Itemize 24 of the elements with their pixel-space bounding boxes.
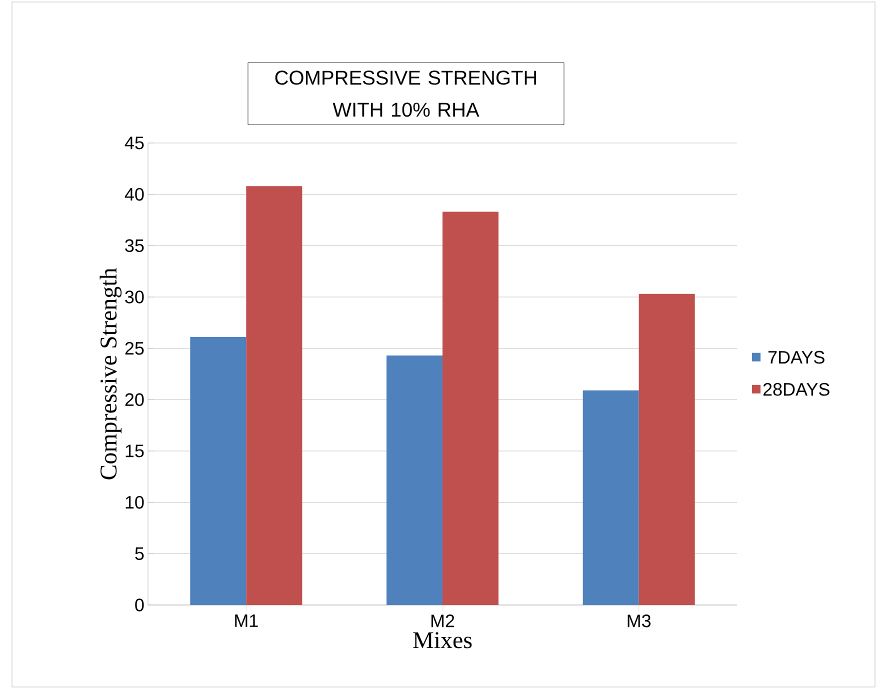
legend-label: 28DAYS — [763, 382, 830, 396]
y-tick-label: 5 — [135, 547, 144, 560]
y-tick-label: 15 — [126, 444, 144, 458]
bar — [190, 337, 246, 605]
y-tick-label: 30 — [125, 290, 144, 304]
y-axis-title: Compressive Strength — [100, 268, 122, 480]
y-tick-label: 20 — [125, 393, 144, 406]
bar — [246, 186, 302, 605]
bar — [582, 390, 639, 605]
y-tick-label: 35 — [125, 239, 144, 252]
bar — [638, 294, 695, 605]
x-tick-label: M2 — [431, 614, 454, 628]
y-tick-label: 25 — [125, 342, 144, 355]
legend-label: 7DAYS — [768, 350, 824, 364]
y-tick-label: 10 — [126, 496, 144, 509]
x-tick-label: M3 — [628, 614, 651, 628]
x-axis-title: Mixes — [413, 632, 472, 648]
bar — [442, 212, 499, 605]
y-tick-label: 45 — [124, 136, 144, 150]
y-tick-label: 40 — [124, 188, 144, 201]
x-tick-label: M1 — [235, 614, 258, 627]
y-tick-label: 0 — [135, 598, 144, 612]
chart-title: COMPRESSIVE STRENGTH WITH 10% RHA — [275, 70, 536, 117]
bar — [386, 356, 443, 605]
